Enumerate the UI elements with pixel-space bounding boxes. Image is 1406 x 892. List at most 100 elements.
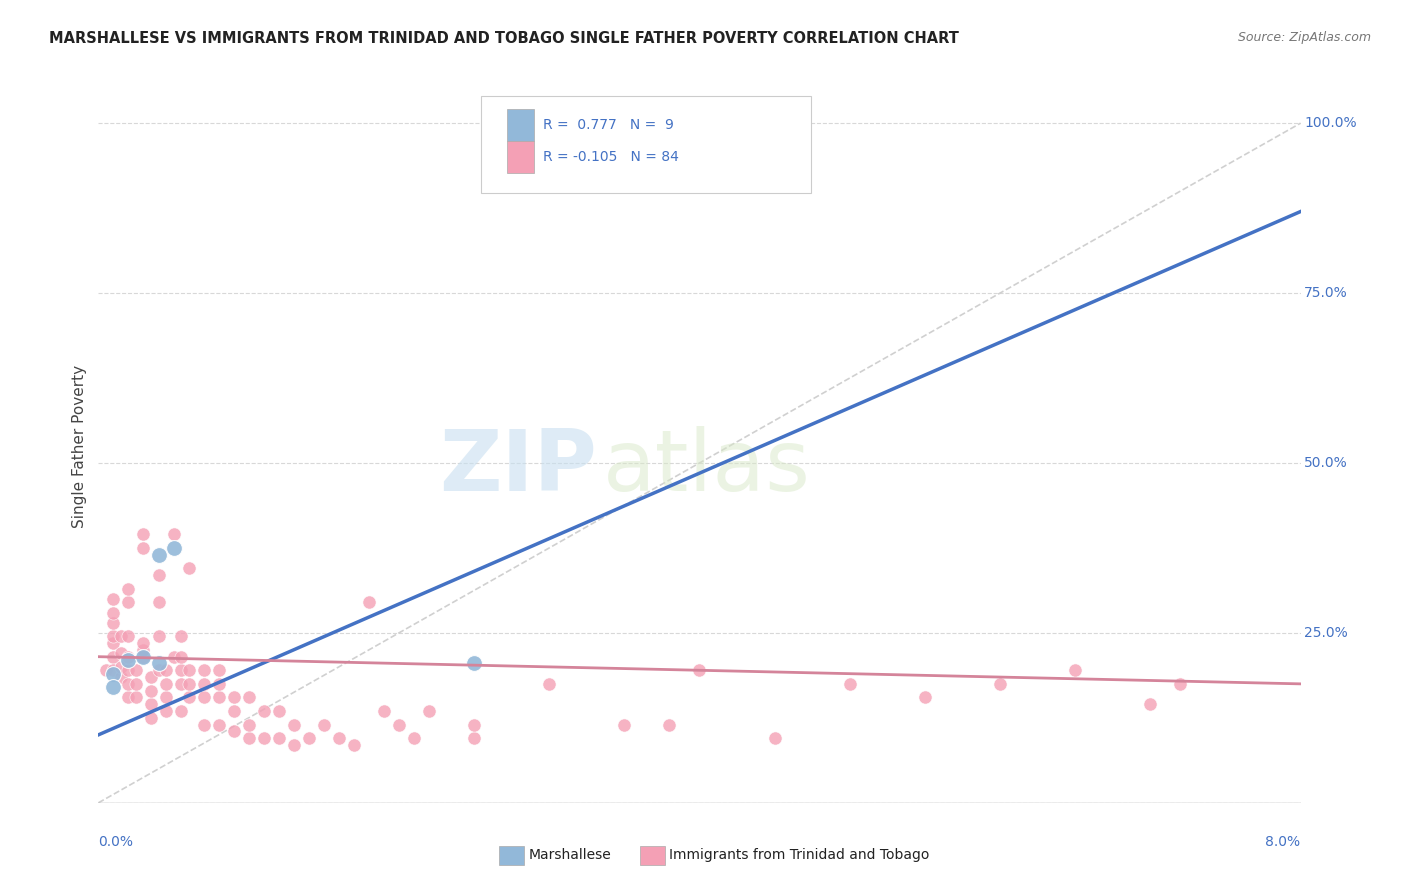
Point (103, 615, 125, 630)
Point (298, 731, 321, 746)
Point (208, 717, 231, 731)
Point (1064, 663, 1087, 677)
Point (463, 717, 485, 731)
Point (103, 649, 125, 664)
Point (155, 690, 177, 705)
Point (763, 731, 786, 746)
Point (613, 717, 636, 731)
Point (838, 677, 860, 691)
Text: MARSHALLESE VS IMMIGRANTS FROM TRINIDAD AND TOBAGO SINGLE FATHER POVERTY CORRELA: MARSHALLESE VS IMMIGRANTS FROM TRINIDAD … (49, 31, 959, 46)
Point (170, 677, 193, 691)
Point (148, 657, 170, 671)
Point (170, 704, 193, 718)
Text: 25.0%: 25.0% (1305, 626, 1348, 640)
Point (208, 677, 231, 691)
Point (139, 683, 162, 698)
Point (103, 666, 125, 681)
Point (538, 677, 561, 691)
Text: 75.0%: 75.0% (1305, 286, 1348, 300)
Text: Immigrants from Trinidad and Tobago: Immigrants from Trinidad and Tobago (669, 848, 929, 863)
Bar (508, 141, 534, 173)
Point (125, 677, 148, 691)
Point (402, 731, 425, 746)
Point (914, 690, 936, 705)
Point (148, 663, 170, 677)
Point (132, 649, 155, 664)
Point (193, 690, 215, 705)
Text: ZIP: ZIP (440, 425, 598, 509)
Point (103, 636, 125, 650)
Point (132, 643, 155, 657)
Point (193, 677, 215, 691)
Point (139, 698, 162, 712)
Point (1139, 698, 1161, 712)
Text: R = -0.105   N = 84: R = -0.105 N = 84 (543, 150, 679, 163)
Point (110, 629, 132, 643)
Point (988, 677, 1011, 691)
Point (132, 527, 155, 541)
Point (238, 731, 260, 746)
Point (139, 670, 162, 684)
Point (170, 649, 193, 664)
Point (110, 670, 132, 684)
Text: 50.0%: 50.0% (1305, 456, 1348, 470)
Text: R =  0.777   N =  9: R = 0.777 N = 9 (543, 119, 673, 132)
Point (155, 677, 177, 691)
Point (1168, 677, 1191, 691)
Point (388, 717, 411, 731)
Point (253, 731, 276, 746)
Point (177, 663, 200, 677)
Point (103, 680, 125, 694)
Point (357, 595, 380, 609)
Point (117, 677, 139, 691)
Point (148, 629, 170, 643)
Text: 8.0%: 8.0% (1265, 835, 1301, 849)
Text: Source: ZipAtlas.com: Source: ZipAtlas.com (1237, 31, 1371, 45)
Point (162, 541, 184, 555)
Point (238, 690, 260, 705)
Point (132, 636, 155, 650)
Text: 100.0%: 100.0% (1305, 116, 1357, 130)
Point (117, 663, 139, 677)
Point (117, 653, 139, 667)
Point (170, 629, 193, 643)
Bar (508, 109, 534, 141)
Point (117, 629, 139, 643)
Point (463, 657, 485, 671)
Point (267, 704, 290, 718)
Y-axis label: Single Father Poverty: Single Father Poverty (72, 365, 87, 527)
Point (283, 738, 305, 752)
Point (658, 717, 681, 731)
Point (103, 591, 125, 606)
Point (177, 690, 200, 705)
Point (132, 541, 155, 555)
Point (117, 690, 139, 705)
Point (177, 561, 200, 575)
Point (253, 704, 276, 718)
Point (117, 595, 139, 609)
Point (132, 649, 155, 664)
Point (222, 724, 245, 739)
Text: 0.0%: 0.0% (98, 835, 134, 849)
Point (162, 649, 184, 664)
Point (103, 663, 125, 677)
Point (148, 568, 170, 582)
Point (177, 677, 200, 691)
Point (193, 663, 215, 677)
Point (103, 606, 125, 620)
Point (748, 140, 770, 154)
Point (125, 663, 148, 677)
Point (222, 704, 245, 718)
Point (373, 704, 395, 718)
FancyBboxPatch shape (481, 96, 811, 193)
Text: Marshallese: Marshallese (529, 848, 612, 863)
Point (148, 595, 170, 609)
Point (267, 731, 290, 746)
Point (208, 663, 231, 677)
Point (139, 711, 162, 725)
Point (148, 548, 170, 562)
Point (170, 663, 193, 677)
Point (328, 731, 350, 746)
Point (125, 690, 148, 705)
Point (343, 738, 366, 752)
